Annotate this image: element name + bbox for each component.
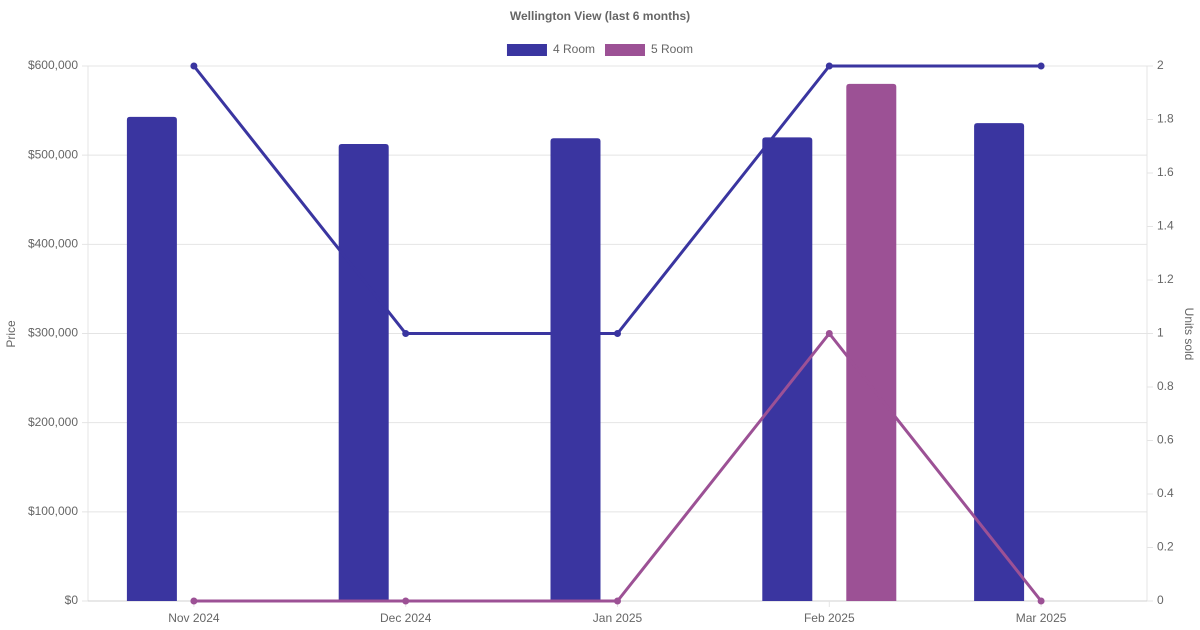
y-tick-label: $300,000 (28, 326, 78, 340)
units-point (614, 330, 621, 337)
chart-title: Wellington View (last 6 months) (510, 9, 690, 23)
x-tick-label: Dec 2024 (380, 611, 432, 625)
y2-tick-label: 1.6 (1157, 165, 1174, 179)
units-point (1037, 62, 1045, 70)
units-line (193, 331, 1043, 603)
legend-swatch (605, 44, 645, 56)
y2-tick-label: 1.2 (1157, 272, 1174, 286)
y2-tick-label: 2 (1157, 58, 1164, 72)
y-tick-label: $0 (65, 593, 79, 607)
units-point (402, 330, 410, 337)
y2-tick-label: 1 (1157, 326, 1164, 340)
y2-axis-label: Units sold (1182, 308, 1196, 361)
y-tick-label: $100,000 (28, 504, 78, 518)
y-tick-label: $200,000 (28, 415, 78, 429)
y2-tick-label: 0.8 (1157, 379, 1174, 393)
bar (846, 83, 897, 602)
y2-tick-label: 0.6 (1157, 433, 1174, 447)
x-tick-label: Jan 2025 (593, 611, 643, 625)
units-point (825, 330, 833, 337)
y2-tick-label: 1.8 (1157, 112, 1174, 126)
bar (974, 123, 1025, 602)
bar (338, 144, 389, 602)
legend-swatch (506, 44, 547, 56)
bar (762, 137, 813, 602)
x-tick-label: Feb 2025 (804, 611, 855, 625)
y-tick-label: $500,000 (28, 147, 78, 161)
x-tick-label: Nov 2024 (168, 611, 220, 625)
y2-tick-label: 0.4 (1157, 486, 1174, 500)
y-tick-label: $600,000 (28, 58, 78, 72)
legend-label: 4 Room (553, 42, 595, 56)
y2-tick-label: 0.2 (1157, 540, 1174, 554)
units-point (614, 597, 621, 605)
units-line (192, 64, 1042, 335)
y-axis-label: Price (4, 320, 18, 348)
units-point (1037, 597, 1045, 605)
units-point (190, 597, 198, 605)
y2-tick-label: 1.4 (1157, 219, 1174, 233)
x-tick-label: Mar 2025 (1016, 611, 1067, 625)
bar (550, 138, 601, 601)
legend-label: 5 Room (651, 42, 693, 56)
units-point (825, 62, 833, 70)
y-tick-label: $400,000 (28, 237, 78, 251)
legend-item: 4 Room (506, 42, 595, 56)
bar (126, 116, 177, 601)
units-point (190, 62, 198, 70)
units-point (402, 597, 410, 605)
legend-item: 5 Room (605, 42, 693, 56)
y2-tick-label: 0 (1157, 593, 1164, 607)
